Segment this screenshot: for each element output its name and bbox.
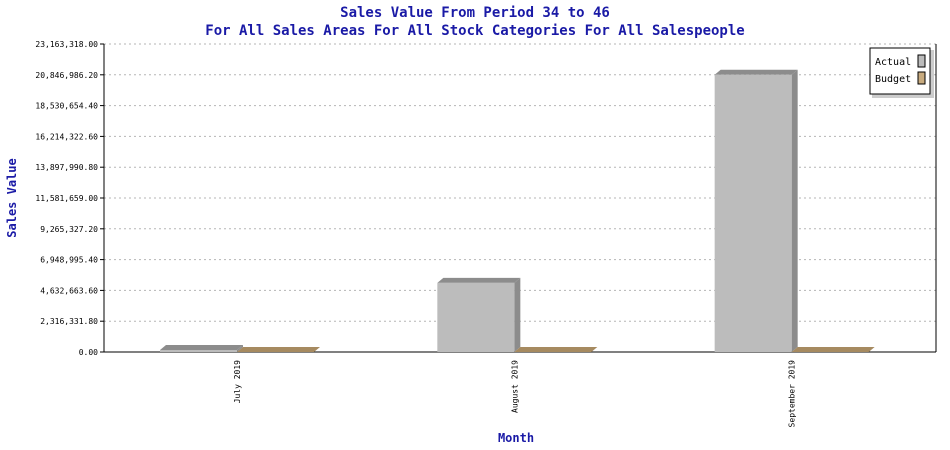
bar-side xyxy=(791,69,798,353)
x-tick-label: August 2019 xyxy=(510,360,519,413)
y-tick-label: 6,948,995.40 xyxy=(40,256,98,265)
bar-side xyxy=(237,345,243,352)
y-tick-label: 9,265,327.20 xyxy=(40,225,98,234)
y-tick-label: 0.00 xyxy=(79,348,98,357)
x-tick-label: September 2019 xyxy=(788,360,797,428)
x-axis-title: Month xyxy=(498,431,534,445)
actual-bar xyxy=(160,350,237,352)
actual-bar xyxy=(714,74,792,353)
bar-top xyxy=(437,277,521,283)
y-tick-label: 11,581,659.00 xyxy=(35,194,98,203)
legend-label-budget: Budget xyxy=(875,74,911,85)
bar-side xyxy=(514,277,521,352)
bar-top xyxy=(714,69,798,75)
y-tick-label: 16,214,322.60 xyxy=(35,132,98,141)
legend-swatch-actual xyxy=(917,54,926,68)
bar-top xyxy=(160,345,243,351)
bar-top xyxy=(514,347,598,352)
y-tick-label: 18,530,654.40 xyxy=(35,102,98,111)
actual-bar xyxy=(437,282,515,352)
bar-top xyxy=(791,347,875,352)
y-tick-label: 13,897,990.80 xyxy=(35,163,98,172)
y-tick-label: 20,846,986.20 xyxy=(35,71,98,80)
chart-title: Sales Value From Period 34 to 46 xyxy=(340,5,610,21)
y-tick-label: 4,632,663.60 xyxy=(40,286,98,295)
bar-top xyxy=(237,347,320,352)
y-tick-label: 2,316,331.80 xyxy=(40,317,98,326)
chart-subtitle: For All Sales Areas For All Stock Catego… xyxy=(205,23,745,39)
legend-swatch-budget xyxy=(917,71,926,85)
y-tick-label: 23,163,318.00 xyxy=(35,40,98,49)
legend-label-actual: Actual xyxy=(875,57,911,68)
y-axis-title: Sales Value xyxy=(5,158,19,237)
x-tick-label: July 2019 xyxy=(233,360,242,404)
